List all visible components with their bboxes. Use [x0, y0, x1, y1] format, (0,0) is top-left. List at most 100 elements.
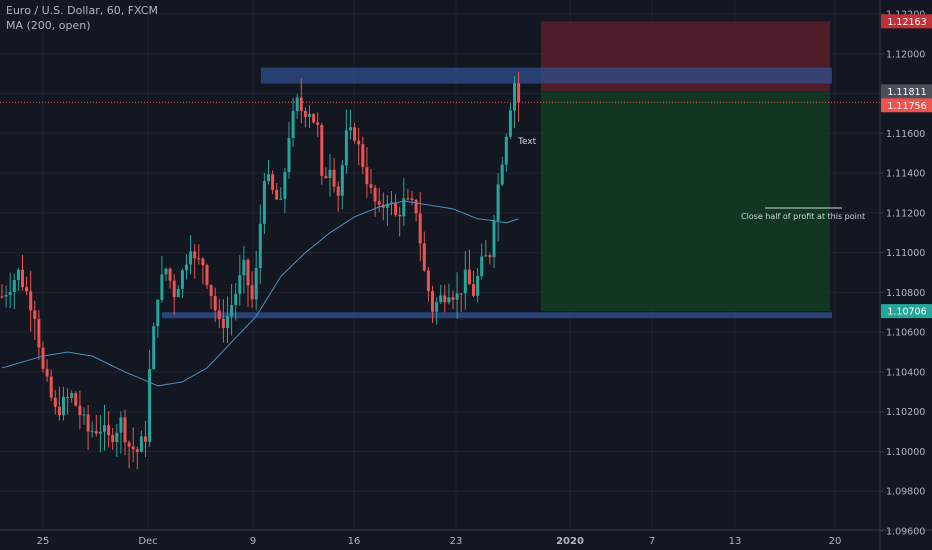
candle-body — [517, 83, 521, 103]
candle-body — [193, 251, 197, 259]
candle-body — [492, 220, 496, 258]
price-tick-label: 1.09600 — [886, 527, 925, 538]
candle-body — [414, 199, 418, 214]
candle-body — [463, 269, 467, 294]
candle-body — [53, 397, 57, 407]
candle-body — [504, 136, 508, 165]
time-tick-label: 13 — [729, 536, 742, 547]
indicator-title[interactable]: MA (200, open) — [6, 19, 91, 32]
candle-body — [66, 396, 70, 398]
candle-body — [45, 368, 49, 377]
candle-body — [209, 284, 213, 296]
candle-body — [74, 393, 78, 406]
candle-body — [480, 256, 484, 277]
candle-body — [410, 198, 414, 200]
price-tag-label-target: 1.10706 — [887, 307, 926, 318]
candle-body — [103, 425, 106, 432]
candle-body — [98, 431, 102, 434]
candle-body — [213, 295, 217, 311]
candle-body — [451, 297, 455, 300]
candle-body — [271, 174, 275, 190]
candle-body — [29, 291, 33, 311]
candle-body — [152, 326, 156, 370]
candle-body — [25, 287, 29, 292]
candle-body — [496, 184, 500, 221]
candle-body — [508, 110, 512, 137]
candle-body — [262, 181, 266, 224]
candle-body — [365, 167, 369, 185]
candle-body — [320, 125, 324, 176]
time-tick-label: 2020 — [556, 536, 584, 547]
candle-body — [353, 127, 357, 141]
candle-body — [57, 406, 61, 416]
candle-body — [254, 268, 258, 300]
time-axis-bg — [0, 530, 932, 550]
symbol-title[interactable]: Euro / U.S. Dollar, 60, FXCM — [6, 4, 158, 17]
price-tick-label: 1.09800 — [886, 487, 925, 498]
candle-body — [82, 414, 86, 416]
candle-body — [4, 294, 8, 297]
candle-body — [500, 164, 504, 185]
candle-body — [488, 255, 492, 258]
candle-body — [148, 369, 152, 442]
candle-body — [303, 110, 307, 117]
price-tick-label: 1.10400 — [886, 367, 925, 378]
candle-body — [426, 270, 430, 292]
time-tick-label: 20 — [829, 536, 842, 547]
price-tick-label: 1.11000 — [886, 248, 925, 259]
candle-body — [90, 431, 94, 433]
candle-body — [394, 202, 398, 215]
candle-body — [21, 269, 24, 288]
candle-body — [455, 293, 459, 300]
candle-body — [344, 130, 348, 166]
candle-body — [467, 269, 471, 285]
price-tick-label: 1.10600 — [886, 328, 925, 339]
text-annotation: Text — [517, 137, 537, 147]
price-tag-entry — [881, 84, 932, 99]
candle-body — [201, 258, 205, 266]
candle-body — [62, 396, 65, 416]
ma-line — [1, 200, 519, 387]
candle-body — [246, 259, 250, 286]
candle-body — [78, 405, 82, 416]
price-tick-label: 1.11200 — [886, 208, 925, 219]
price-tick-label: 1.10200 — [886, 407, 925, 418]
candle-body — [0, 296, 4, 298]
candle-body — [332, 169, 336, 187]
candle-body — [513, 83, 516, 111]
candle-body — [472, 284, 475, 296]
candle-body — [234, 293, 238, 306]
candle-body — [476, 276, 480, 296]
note-annotation: Close half of profit at this point — [741, 212, 865, 221]
candle-body — [41, 347, 45, 369]
price-tag-stop — [881, 14, 932, 29]
candle-body — [385, 203, 389, 208]
candle-body — [250, 285, 254, 300]
candle-body — [180, 270, 184, 289]
chart-legend: Euro / U.S. Dollar, 60, FXCM MA (200, op… — [6, 3, 158, 33]
candle-body — [189, 251, 193, 265]
candle-body — [205, 265, 209, 285]
candle-body — [398, 214, 402, 217]
candle-body — [185, 264, 188, 271]
candle-body — [316, 122, 320, 126]
candle-body — [308, 113, 311, 117]
candle-body — [349, 127, 352, 131]
price-tag-target — [881, 304, 932, 319]
candle-body — [168, 268, 172, 281]
candle-body — [431, 291, 434, 312]
candle-body — [230, 305, 234, 317]
candle-body — [242, 259, 246, 276]
time-tick-label: Dec — [138, 536, 157, 547]
time-tick-label: 25 — [37, 536, 50, 547]
candle-body — [119, 417, 123, 433]
candle-body — [324, 175, 328, 179]
candle-body — [361, 144, 365, 168]
annotations: Text Close half of profit at this point — [0, 101, 880, 221]
candle-body — [439, 295, 443, 303]
time-tick-label: 16 — [348, 536, 361, 547]
price-tick-label: 1.11600 — [886, 129, 925, 140]
